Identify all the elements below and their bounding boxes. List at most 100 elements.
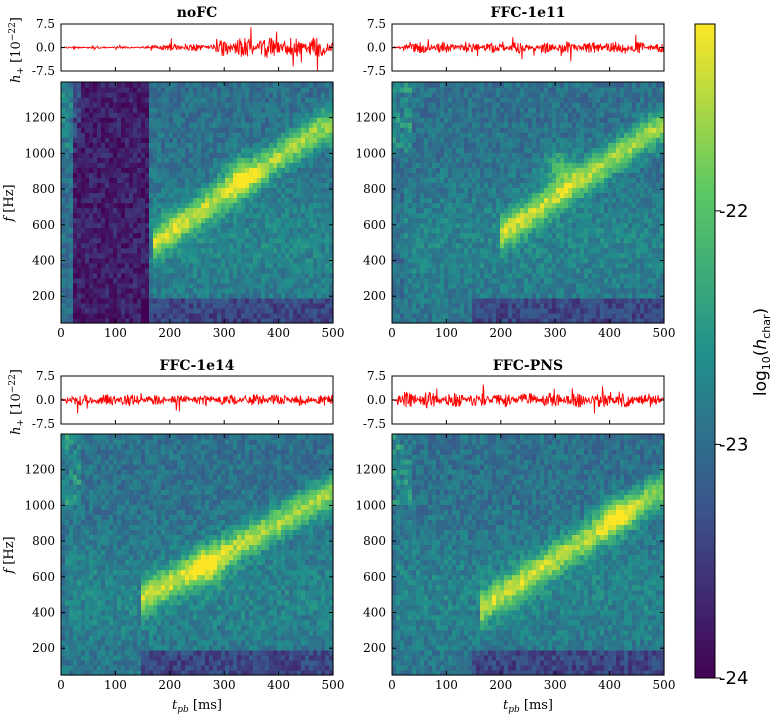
- heatmap-cell: [133, 227, 138, 234]
- heatmap-cell: [404, 197, 409, 204]
- heatmap-cell: [229, 172, 234, 178]
- heatmap-cell: [213, 242, 218, 249]
- heatmap-cell: [89, 257, 94, 264]
- heatmap-cell: [512, 272, 517, 279]
- heatmap-cell: [141, 197, 146, 204]
- heatmap-cell: [512, 277, 517, 284]
- heatmap-cell: [257, 247, 262, 254]
- heatmap-cell: [125, 227, 130, 234]
- heatmap-cell: [161, 182, 166, 189]
- heatmap-cell: [436, 297, 441, 304]
- heatmap-cell: [73, 112, 78, 118]
- heatmap-cell: [65, 232, 70, 239]
- heatmap-cell: [265, 247, 270, 254]
- heatmap-cell: [257, 82, 262, 88]
- heatmap-cell: [273, 242, 278, 249]
- heatmap-cell: [408, 252, 413, 259]
- heatmap-cell: [325, 107, 330, 113]
- heatmap-cell: [520, 112, 525, 118]
- heatmap-cell: [165, 302, 170, 309]
- heatmap-cell: [500, 97, 505, 103]
- heatmap-cell: [400, 172, 405, 178]
- heatmap-cell: [301, 197, 306, 204]
- heatmap-cell: [273, 257, 278, 264]
- heatmap-cell: [456, 97, 461, 103]
- heatmap-cell: [404, 232, 409, 239]
- heatmap-cell: [181, 187, 186, 194]
- heatmap-cell: [480, 297, 485, 304]
- heatmap-cell: [325, 92, 330, 98]
- heatmap-cell: [177, 102, 182, 108]
- heatmap-cell: [201, 207, 206, 214]
- heatmap-cell: [277, 317, 282, 324]
- heatmap-cell: [472, 227, 477, 234]
- heatmap-cell: [420, 212, 425, 219]
- heatmap-cell: [145, 192, 150, 199]
- heatmap-cell: [273, 142, 278, 148]
- heatmap-cell: [516, 217, 521, 224]
- heatmap-cell: [404, 247, 409, 254]
- heatmap-cell: [129, 177, 134, 184]
- heatmap-cell: [217, 112, 222, 118]
- heatmap-cell: [205, 232, 210, 239]
- heatmap-cell: [173, 162, 178, 168]
- heatmap-cell: [73, 107, 78, 113]
- heatmap-cell: [516, 152, 521, 158]
- heatmap-cell: [432, 242, 437, 249]
- heatmap-cell: [77, 212, 82, 219]
- heatmap-cell: [293, 182, 298, 189]
- heatmap-cell: [121, 222, 126, 229]
- heatmap-cell: [325, 87, 330, 93]
- heatmap-cell: [492, 177, 497, 184]
- heatmap-cell: [476, 187, 481, 194]
- heatmap-cell: [396, 317, 401, 324]
- heatmap-cell: [484, 192, 489, 199]
- heatmap-cell: [173, 117, 178, 123]
- heatmap-cell: [129, 267, 134, 274]
- heatmap-cell: [113, 302, 118, 309]
- heatmap-cell: [448, 262, 453, 269]
- heatmap-cell: [221, 297, 226, 304]
- heatmap-cell: [249, 177, 254, 184]
- heatmap-cell: [321, 152, 326, 158]
- heatmap-cell: [400, 82, 405, 88]
- heatmap-cell: [273, 147, 278, 153]
- heatmap-cell: [209, 272, 214, 279]
- heatmap-cell: [209, 212, 214, 219]
- heatmap-cell: [209, 232, 214, 239]
- heatmap-cell: [476, 157, 481, 163]
- heatmap-cell: [444, 157, 449, 163]
- heatmap-cell: [261, 167, 266, 173]
- heatmap-cell: [197, 302, 202, 309]
- heatmap-cell: [77, 267, 82, 274]
- heatmap-cell: [472, 237, 477, 244]
- heatmap-cell: [424, 117, 429, 123]
- heatmap-cell: [428, 237, 433, 244]
- heatmap-cell: [293, 152, 298, 158]
- heatmap-cell: [301, 207, 306, 214]
- heatmap-cell: [301, 272, 306, 279]
- heatmap-cell: [237, 192, 242, 199]
- heatmap-cell: [117, 147, 122, 153]
- heatmap-cell: [181, 237, 186, 244]
- heatmap-cell: [165, 282, 170, 289]
- heatmap-cell: [512, 202, 517, 209]
- heatmap-cell: [165, 312, 170, 319]
- heatmap-cell: [285, 262, 290, 269]
- heatmap-cell: [121, 127, 126, 133]
- heatmap-cell: [129, 282, 134, 289]
- heatmap-cell: [173, 302, 178, 309]
- heatmap-cell: [125, 202, 130, 209]
- heatmap-cell: [508, 302, 513, 309]
- heatmap-cell: [392, 82, 397, 88]
- heatmap-cell: [217, 257, 222, 264]
- heatmap-cell: [197, 222, 202, 229]
- heatmap-cell: [440, 202, 445, 209]
- heatmap-cell: [392, 292, 397, 299]
- heatmap-cell: [464, 277, 469, 284]
- heatmap-cell: [165, 227, 170, 234]
- heatmap-cell: [468, 232, 473, 239]
- heatmap-cell: [137, 277, 142, 284]
- heatmap-cell: [125, 257, 130, 264]
- heatmap-cell: [404, 132, 409, 138]
